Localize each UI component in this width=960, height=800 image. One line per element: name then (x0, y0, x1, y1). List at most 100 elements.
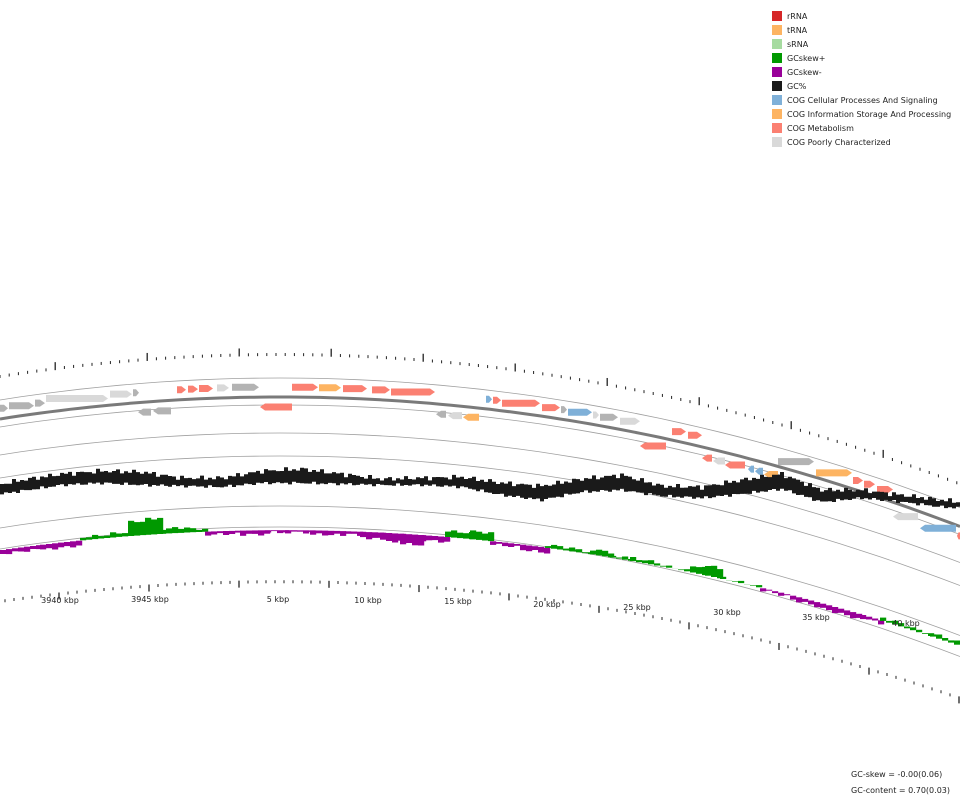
gc-skew-bar (886, 620, 893, 623)
axis-label: 3945 kbp (131, 595, 169, 604)
gc-skew-bar (878, 620, 885, 625)
gc-skew-bar (838, 608, 845, 613)
gc-skew-bar (223, 531, 230, 535)
gc-skew-bar (211, 531, 218, 535)
gene-arrow (816, 469, 852, 477)
legend-label: COG Metabolism (787, 123, 854, 133)
outer-tick-track (0, 348, 958, 485)
gc-skew-bar (808, 600, 815, 605)
gc-skew-bar (622, 556, 629, 560)
gc-content-stat: GC-content = 0.70(0.03) (851, 786, 950, 795)
gc-skew-bar (6, 549, 13, 555)
gc-skew-bar (476, 531, 483, 540)
gc-skew-bar (46, 544, 53, 549)
gc-skew-bar (340, 531, 347, 536)
gc-skew-bar (70, 541, 77, 548)
gene-arrow (725, 461, 745, 469)
legend-swatch (772, 109, 782, 119)
gc-skew-bar (76, 540, 83, 546)
legend-label: sRNA (787, 39, 809, 49)
gc-skew-bar (420, 535, 427, 542)
gene-arrow (893, 513, 918, 521)
legend-swatch (772, 123, 782, 133)
gc-skew-bar (445, 531, 452, 537)
gene-arrow (35, 399, 45, 407)
gc-content-band (0, 467, 960, 509)
gc-skew-bar (322, 530, 329, 536)
gc-skew-bar (790, 595, 797, 600)
gc-skew-bar (880, 617, 887, 621)
axis-label: 30 kbp (713, 608, 741, 617)
gc-skew-bar (190, 528, 197, 533)
gc-skew-bar (942, 638, 949, 641)
gc-skew-bar (457, 532, 464, 539)
gc-skew-bar (217, 531, 224, 534)
legend-item-cog-metabolism: COG Metabolism (772, 121, 951, 135)
gc-skew-bar (316, 530, 323, 534)
gc-skew-bar (711, 565, 718, 577)
gene-arrow (561, 406, 567, 414)
gene-arrow (372, 386, 390, 394)
gene-track (0, 383, 960, 540)
gc-skew-bar (157, 517, 164, 534)
gc-skew-bar (738, 580, 745, 584)
gc-skew-bar (380, 532, 387, 540)
gc-skew-bar (64, 542, 71, 547)
gc-skew-bar (732, 581, 739, 582)
gene-arrow (640, 442, 666, 450)
gc-skew-bar (660, 565, 667, 567)
gc-skew-bar (766, 589, 773, 591)
gc-skew-bar (684, 569, 691, 572)
gc-skew-bar (444, 537, 451, 542)
gc-skew-bar (860, 615, 867, 620)
gene-arrow (748, 465, 754, 473)
gc-skew-bar (151, 519, 158, 535)
legend-swatch (772, 25, 782, 35)
backbone-line (0, 395, 960, 528)
gene-arrow (133, 389, 139, 397)
gc-skew-bar (104, 535, 111, 538)
gc-skew-bar (898, 623, 905, 627)
gc-skew-bar (678, 569, 685, 571)
gc-skew-bar (705, 566, 712, 576)
gc-skew-bar (140, 521, 147, 536)
gc-skew-bar (229, 530, 236, 534)
axis-label: 35 kbp (802, 613, 830, 622)
gene-arrow (436, 410, 446, 418)
gene-arrow (688, 431, 702, 439)
gc-skew-bar (551, 544, 558, 549)
gc-skew-bar (172, 527, 179, 534)
legend-label: COG Cellular Processes And Signaling (787, 95, 938, 105)
gc-skew-bar (406, 534, 413, 543)
gc-skew-bar (582, 552, 589, 554)
legend-item-trna: tRNA (772, 23, 951, 37)
gc-skew-bar (277, 530, 284, 534)
gc-skew-bar (608, 553, 615, 558)
legend-label: COG Information Storage And Processing (787, 109, 952, 119)
gc-skew-bar (590, 550, 597, 555)
gc-skew-bar (235, 530, 242, 533)
axis-label: 40 kbp (892, 619, 920, 628)
gene-arrow (217, 384, 229, 392)
gene-arrow (46, 395, 108, 402)
gene-arrow (232, 383, 259, 391)
track-boundary (0, 526, 960, 657)
gene-arrow (110, 390, 132, 398)
legend-item-gc-percent: GC% (772, 79, 951, 93)
gc-skew-bar (372, 532, 379, 538)
gc-skew-bar (545, 546, 552, 548)
axis-label: 10 kbp (354, 596, 382, 605)
gc-skew-bar (400, 533, 407, 545)
genome-backbone (0, 395, 960, 528)
gc-skew-bar (772, 591, 779, 594)
gc-skew-bar (110, 532, 117, 538)
gene-arrow (0, 404, 8, 412)
track-boundary (0, 455, 960, 586)
legend-swatch (772, 39, 782, 49)
gc-skew-bar (610, 555, 617, 558)
gc-skew-bar (122, 533, 129, 537)
gc-content-track (0, 467, 960, 509)
gc-skew-bar (412, 534, 419, 546)
legend: rRNA tRNA sRNA GCskew+ GCskew- GC% COG C… (772, 9, 951, 149)
legend-label: GCskew- (787, 67, 822, 77)
